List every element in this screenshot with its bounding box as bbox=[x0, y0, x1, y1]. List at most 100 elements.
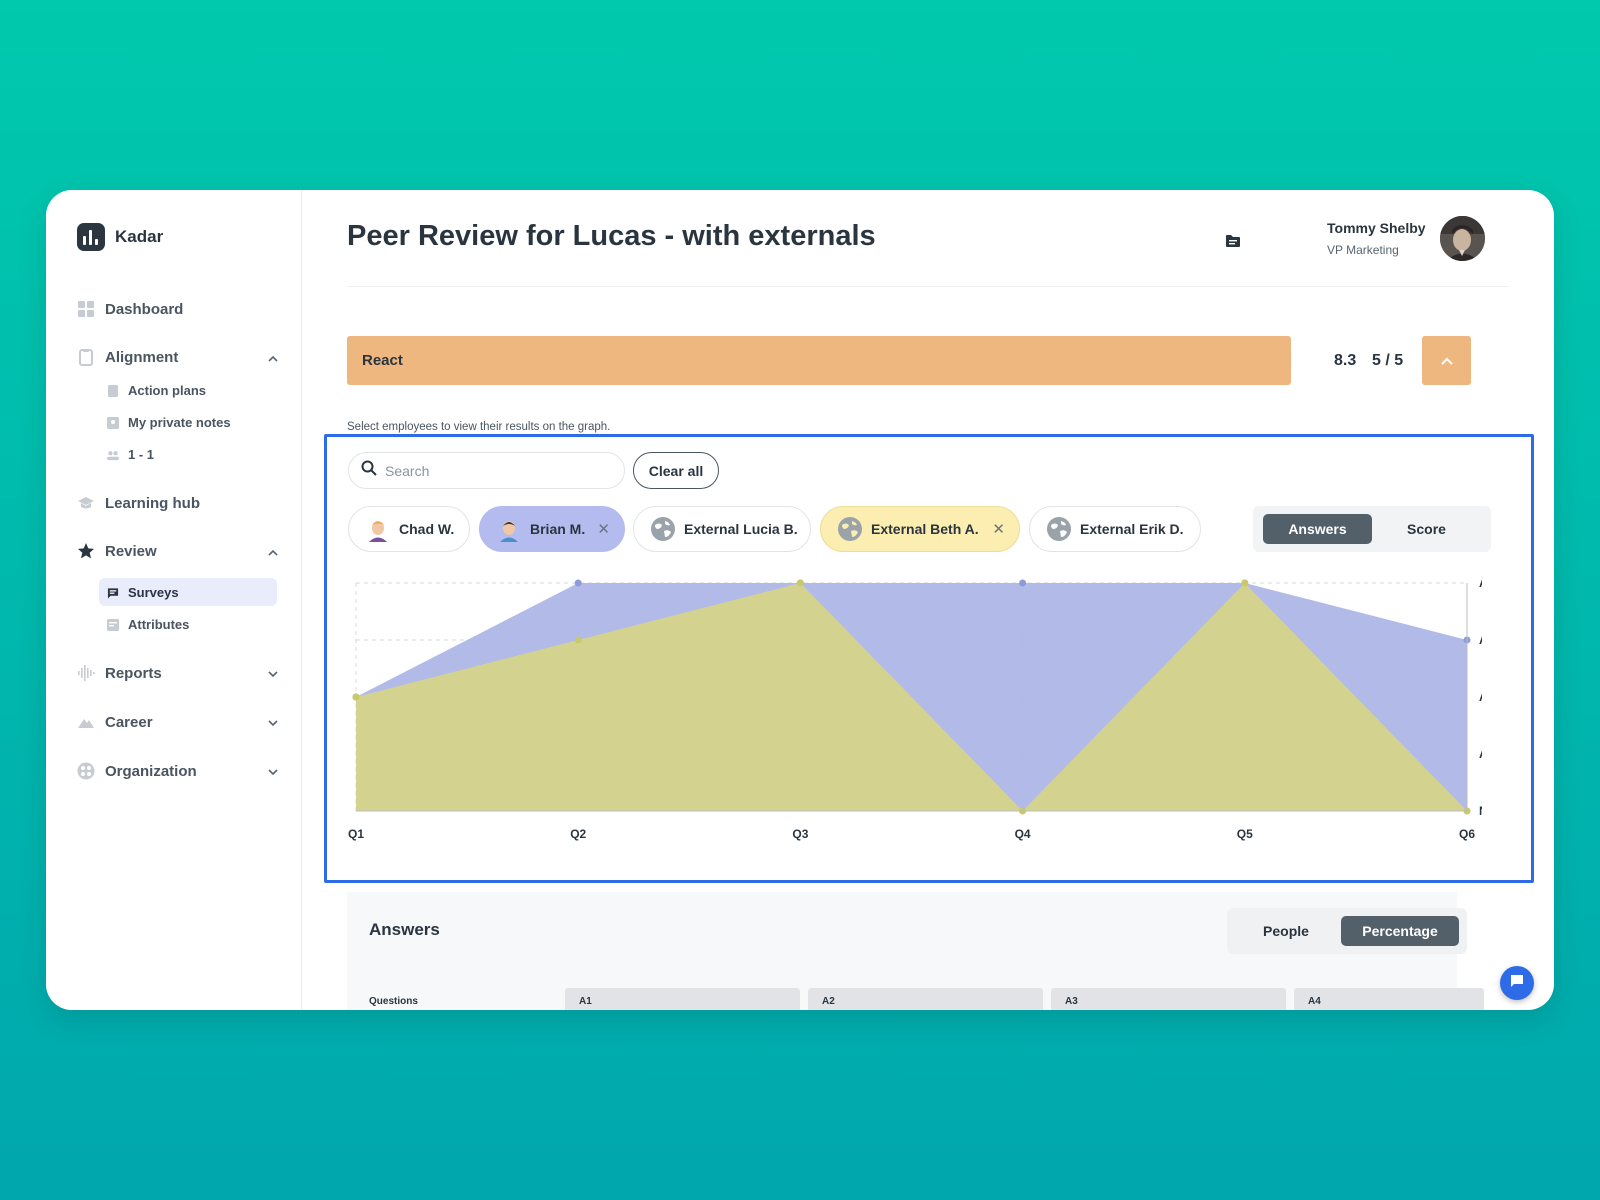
app-name: Kadar bbox=[115, 227, 164, 246]
person-chip-erik[interactable]: External Erik D. bbox=[1029, 506, 1201, 552]
chat-icon bbox=[107, 587, 119, 599]
person-chip-label: External Erik D. bbox=[1080, 521, 1184, 537]
y-tick-label: N/A bbox=[1479, 804, 1482, 818]
data-point bbox=[574, 579, 582, 587]
kadar-logo-icon bbox=[77, 223, 105, 251]
person-chip-lucia[interactable]: External Lucia B. bbox=[633, 506, 811, 552]
people-toggle-option[interactable]: People bbox=[1263, 923, 1309, 939]
mountain-icon bbox=[77, 713, 95, 731]
y-tick-label: A2 bbox=[1479, 690, 1482, 704]
x-tick-label: Q3 bbox=[792, 827, 808, 841]
brand[interactable]: Kadar bbox=[77, 223, 163, 251]
section-title: React bbox=[362, 352, 403, 369]
globe-icon bbox=[650, 516, 676, 542]
sidebar-item-label: Action plans bbox=[128, 383, 207, 398]
sidebar-item-career[interactable]: Career bbox=[77, 713, 153, 731]
y-tick-label: A4 bbox=[1479, 576, 1482, 590]
close-icon[interactable]: ✕ bbox=[992, 521, 1005, 538]
people-icon bbox=[107, 449, 119, 461]
avatar bbox=[496, 516, 522, 542]
chat-support-button[interactable] bbox=[1500, 966, 1534, 1000]
sidebar-item-label: Attributes bbox=[128, 617, 190, 632]
y-tick-label: A3 bbox=[1479, 633, 1482, 647]
sidebar-item-label: My private notes bbox=[128, 415, 231, 430]
data-point bbox=[796, 579, 804, 587]
person-chip-brian[interactable]: Brian M. ✕ bbox=[479, 506, 625, 552]
x-tick-label: Q5 bbox=[1237, 827, 1253, 841]
section-bar[interactable]: React bbox=[347, 336, 1291, 385]
chevron-up-icon[interactable] bbox=[268, 354, 278, 365]
answers-display-toggle: People Percentage bbox=[1227, 908, 1467, 954]
search-icon bbox=[361, 460, 377, 481]
column-header-a1: A1 bbox=[565, 988, 800, 1010]
person-chip-beth[interactable]: External Beth A. ✕ bbox=[820, 506, 1020, 552]
page-title: Peer Review for Lucas - with externals bbox=[347, 220, 876, 252]
x-tick-label: Q1 bbox=[348, 827, 364, 841]
user-name[interactable]: Tommy Shelby bbox=[1327, 220, 1426, 236]
clear-all-button[interactable]: Clear all bbox=[633, 452, 719, 489]
column-header-a2: A2 bbox=[808, 988, 1043, 1010]
data-point bbox=[574, 636, 582, 644]
person-chip-label: Chad W. bbox=[399, 521, 455, 537]
data-point bbox=[1241, 579, 1249, 587]
x-tick-label: Q6 bbox=[1459, 827, 1475, 841]
user-role: VP Marketing bbox=[1327, 243, 1399, 257]
sidebar-item-label: Alignment bbox=[105, 348, 179, 366]
app-window: Kadar Dashboard Alignment Action plans M… bbox=[46, 190, 1554, 1010]
note-icon bbox=[107, 416, 119, 429]
sidebar-item-label: Organization bbox=[105, 762, 197, 780]
column-header-a3: A3 bbox=[1051, 988, 1286, 1010]
section-score: 8.3 bbox=[1334, 352, 1357, 369]
avatar bbox=[365, 516, 391, 542]
dashboard-icon bbox=[77, 300, 95, 318]
sidebar-item-dashboard[interactable]: Dashboard bbox=[77, 300, 183, 318]
questions-column-header: Questions bbox=[369, 996, 418, 1007]
waveform-icon bbox=[77, 664, 95, 682]
star-icon bbox=[77, 542, 95, 560]
sidebar-item-attributes[interactable]: Attributes bbox=[107, 617, 189, 632]
sidebar-item-surveys[interactable]: Surveys bbox=[107, 585, 179, 600]
sidebar-item-reports[interactable]: Reports bbox=[77, 664, 162, 682]
sidebar-item-label: Dashboard bbox=[105, 300, 184, 318]
chevron-down-icon[interactable] bbox=[268, 768, 278, 779]
series-area-1 bbox=[356, 583, 1467, 811]
sidebar-item-action-plans[interactable]: Action plans bbox=[107, 383, 206, 398]
chevron-down-icon[interactable] bbox=[268, 719, 278, 730]
view-toggle: Answers Score bbox=[1253, 506, 1491, 552]
list-icon bbox=[107, 384, 119, 397]
avatar[interactable] bbox=[1440, 216, 1485, 261]
x-tick-label: Q2 bbox=[570, 827, 586, 841]
percentage-toggle-option[interactable]: Percentage bbox=[1341, 916, 1459, 946]
score-toggle-option[interactable]: Score bbox=[1407, 521, 1446, 537]
y-tick-label: A1 bbox=[1479, 747, 1482, 761]
active-item-highlight bbox=[99, 578, 277, 606]
sidebar-item-learning-hub[interactable]: Learning hub bbox=[77, 494, 200, 512]
sidebar-item-label: 1 - 1 bbox=[128, 447, 155, 462]
chevron-up-icon[interactable] bbox=[268, 548, 278, 559]
collapse-button[interactable] bbox=[1422, 336, 1471, 385]
answers-toggle-option[interactable]: Answers bbox=[1263, 514, 1372, 544]
answers-panel: Answers People Percentage Questions A1 A… bbox=[347, 892, 1484, 1010]
graduation-cap-icon bbox=[77, 494, 95, 512]
folder-icon[interactable] bbox=[1225, 234, 1241, 253]
person-chip-chad[interactable]: Chad W. bbox=[348, 506, 470, 552]
chevron-down-icon[interactable] bbox=[268, 670, 278, 681]
answers-area-chart: N/A A1 A2 A3 A4 Q1 Q2 Q3 Q4 Q5 Q6 bbox=[348, 576, 1482, 841]
sidebar-item-organization[interactable]: Organization bbox=[77, 762, 197, 780]
data-point bbox=[1019, 579, 1027, 587]
sidebar-item-review[interactable]: Review bbox=[77, 542, 157, 560]
sidebar-item-my-private-notes[interactable]: My private notes bbox=[107, 415, 231, 430]
close-icon[interactable]: ✕ bbox=[597, 521, 610, 538]
sidebar-item-label: Learning hub bbox=[105, 494, 200, 512]
answers-title: Answers bbox=[369, 920, 440, 939]
section-ratio: 5 / 5 bbox=[1372, 352, 1404, 369]
header-divider bbox=[347, 286, 1509, 287]
attributes-icon bbox=[107, 618, 119, 631]
x-tick-label: Q4 bbox=[1015, 827, 1031, 841]
sidebar-item-alignment[interactable]: Alignment bbox=[77, 348, 178, 366]
org-icon bbox=[77, 762, 95, 780]
search-input[interactable] bbox=[385, 462, 605, 479]
sidebar-item-one-on-one[interactable]: 1 - 1 bbox=[107, 447, 154, 462]
sidebar-item-label: Review bbox=[105, 542, 157, 560]
search-box[interactable] bbox=[348, 452, 625, 489]
